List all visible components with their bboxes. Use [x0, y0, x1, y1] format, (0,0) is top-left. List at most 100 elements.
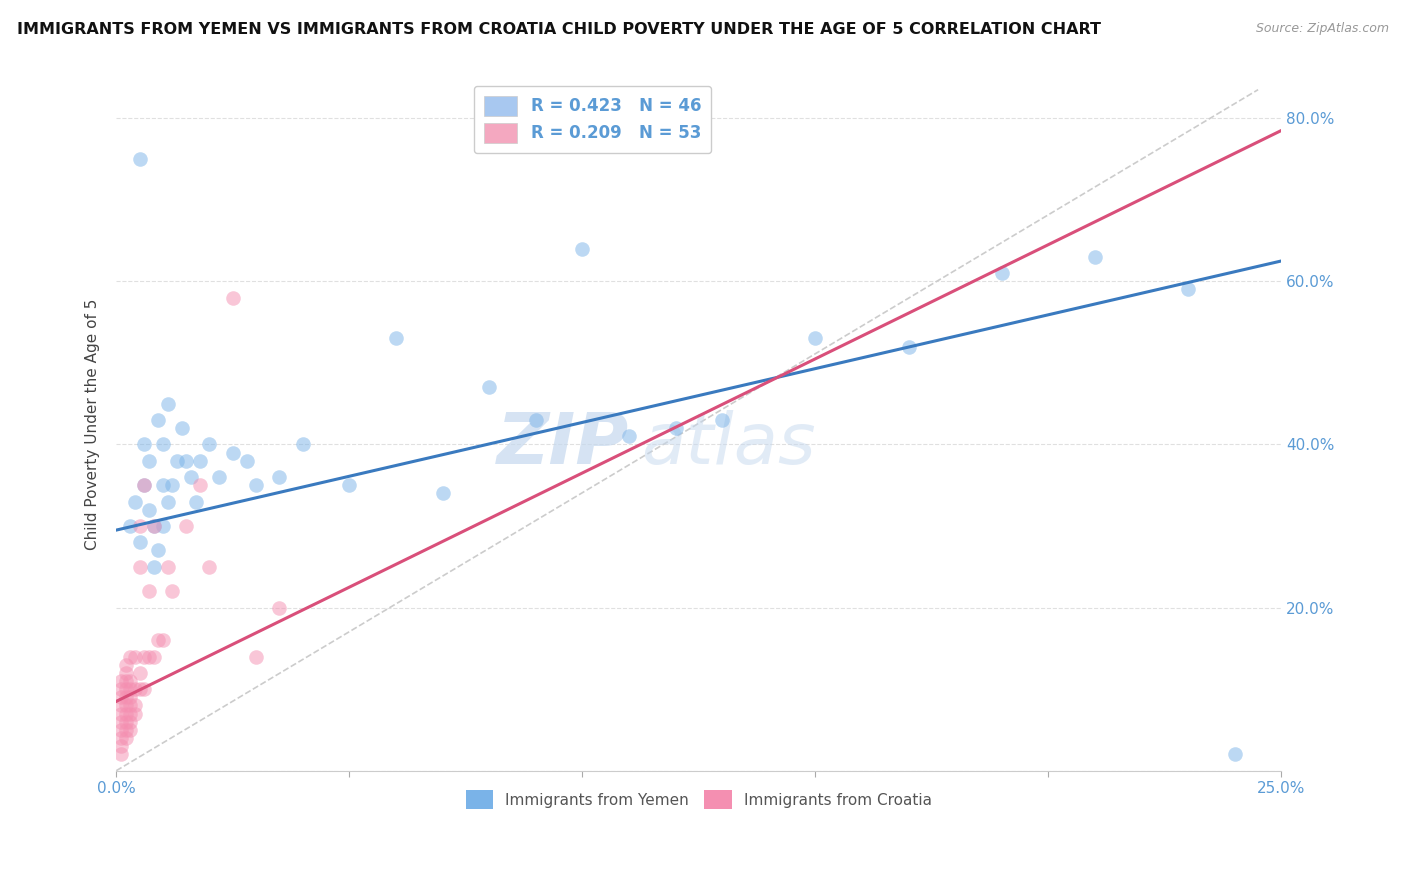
- Point: [114, 731, 136, 745]
- Point: [478, 380, 501, 394]
- Point: [114, 698, 136, 713]
- Point: [138, 649, 160, 664]
- Point: [245, 478, 267, 492]
- Point: [245, 649, 267, 664]
- Point: [1223, 747, 1246, 762]
- Point: [142, 519, 165, 533]
- Point: [990, 266, 1012, 280]
- Point: [208, 470, 231, 484]
- Point: [114, 706, 136, 721]
- Point: [124, 698, 146, 713]
- Point: [184, 494, 207, 508]
- Point: [166, 454, 188, 468]
- Point: [128, 535, 150, 549]
- Point: [120, 519, 142, 533]
- Point: [138, 584, 160, 599]
- Point: [134, 437, 156, 451]
- Point: [110, 690, 132, 705]
- Point: [120, 690, 142, 705]
- Point: [110, 698, 132, 713]
- Point: [114, 682, 136, 697]
- Point: [432, 486, 454, 500]
- Point: [124, 706, 146, 721]
- Point: [170, 421, 193, 435]
- Point: [110, 731, 132, 745]
- Point: [711, 413, 734, 427]
- Point: [156, 559, 179, 574]
- Point: [156, 397, 179, 411]
- Point: [174, 454, 197, 468]
- Point: [128, 152, 150, 166]
- Point: [152, 478, 174, 492]
- Point: [236, 454, 259, 468]
- Point: [148, 413, 170, 427]
- Point: [148, 633, 170, 648]
- Point: [120, 673, 142, 688]
- Point: [110, 673, 132, 688]
- Point: [174, 519, 197, 533]
- Point: [134, 649, 156, 664]
- Point: [128, 559, 150, 574]
- Point: [138, 454, 160, 468]
- Point: [120, 649, 142, 664]
- Point: [1084, 250, 1107, 264]
- Point: [156, 494, 179, 508]
- Legend: Immigrants from Yemen, Immigrants from Croatia: Immigrants from Yemen, Immigrants from C…: [460, 784, 938, 815]
- Point: [128, 665, 150, 680]
- Point: [222, 291, 245, 305]
- Point: [222, 445, 245, 459]
- Point: [110, 723, 132, 737]
- Point: [160, 584, 183, 599]
- Point: [120, 682, 142, 697]
- Point: [114, 657, 136, 672]
- Point: [152, 633, 174, 648]
- Point: [114, 690, 136, 705]
- Point: [337, 478, 360, 492]
- Point: [269, 600, 291, 615]
- Point: [114, 665, 136, 680]
- Point: [124, 649, 146, 664]
- Point: [124, 682, 146, 697]
- Point: [110, 706, 132, 721]
- Point: [188, 478, 211, 492]
- Point: [120, 706, 142, 721]
- Point: [120, 714, 142, 729]
- Text: IMMIGRANTS FROM YEMEN VS IMMIGRANTS FROM CROATIA CHILD POVERTY UNDER THE AGE OF : IMMIGRANTS FROM YEMEN VS IMMIGRANTS FROM…: [17, 22, 1101, 37]
- Point: [110, 747, 132, 762]
- Text: ZIP: ZIP: [496, 410, 628, 479]
- Point: [617, 429, 640, 443]
- Point: [114, 723, 136, 737]
- Text: Source: ZipAtlas.com: Source: ZipAtlas.com: [1256, 22, 1389, 36]
- Point: [110, 714, 132, 729]
- Point: [142, 519, 165, 533]
- Point: [120, 723, 142, 737]
- Point: [152, 437, 174, 451]
- Point: [1177, 283, 1199, 297]
- Point: [114, 714, 136, 729]
- Point: [128, 519, 150, 533]
- Point: [110, 739, 132, 754]
- Point: [134, 478, 156, 492]
- Point: [134, 682, 156, 697]
- Point: [134, 478, 156, 492]
- Point: [385, 331, 408, 345]
- Point: [804, 331, 827, 345]
- Point: [198, 437, 221, 451]
- Text: atlas: atlas: [641, 410, 815, 479]
- Point: [120, 698, 142, 713]
- Point: [114, 673, 136, 688]
- Point: [128, 682, 150, 697]
- Point: [160, 478, 183, 492]
- Y-axis label: Child Poverty Under the Age of 5: Child Poverty Under the Age of 5: [86, 299, 100, 549]
- Point: [148, 543, 170, 558]
- Point: [524, 413, 547, 427]
- Point: [198, 559, 221, 574]
- Point: [291, 437, 314, 451]
- Point: [142, 649, 165, 664]
- Point: [897, 340, 920, 354]
- Point: [269, 470, 291, 484]
- Point: [152, 519, 174, 533]
- Point: [142, 559, 165, 574]
- Point: [188, 454, 211, 468]
- Point: [138, 502, 160, 516]
